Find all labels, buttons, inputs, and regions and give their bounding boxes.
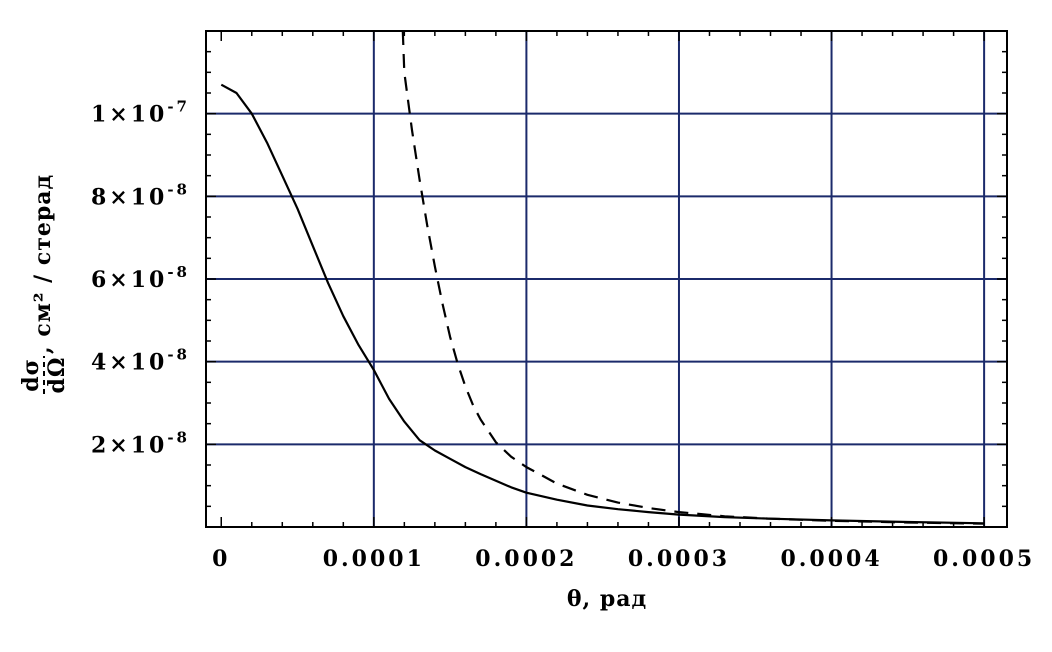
- ticks: [206, 31, 1007, 527]
- series-line-dashed: [401, 31, 985, 525]
- y-tick-label-4: 1×10-7: [91, 98, 190, 128]
- y-axis-title-unit: , см² / стерад: [30, 174, 56, 354]
- y-axis-title: dσ dΩ , см² / стерад: [18, 174, 70, 394]
- x-tick-label-0: 0: [212, 546, 230, 572]
- x-tick-label-1: 0.0001: [323, 546, 425, 572]
- series-group: [220, 31, 985, 525]
- x-axis-title: θ, рад: [567, 586, 647, 612]
- x-tick-label-4: 0.0004: [780, 546, 882, 572]
- y-axis-title-numerator: dσ: [18, 358, 44, 392]
- series-line-solid: [220, 83, 985, 525]
- x-tick-label-5: 0.0005: [933, 546, 1035, 572]
- y-tick-label-0: 2×10-8: [91, 428, 190, 458]
- y-tick-label-3: 8×10-8: [91, 180, 190, 210]
- y-tick-label-1: 4×10-8: [91, 346, 190, 376]
- grid: [206, 31, 1007, 527]
- x-tick-label-2: 0.0002: [475, 546, 577, 572]
- y-tick-label-2: 6×10-8: [91, 263, 190, 293]
- tick-labels: 0 0.0001 0.0002 0.0003 0.0004 0.0005 2×10-8 4×1…: [91, 98, 1035, 572]
- x-tick-label-3: 0.0003: [628, 546, 730, 572]
- y-axis-title-denominator: dΩ: [44, 357, 70, 394]
